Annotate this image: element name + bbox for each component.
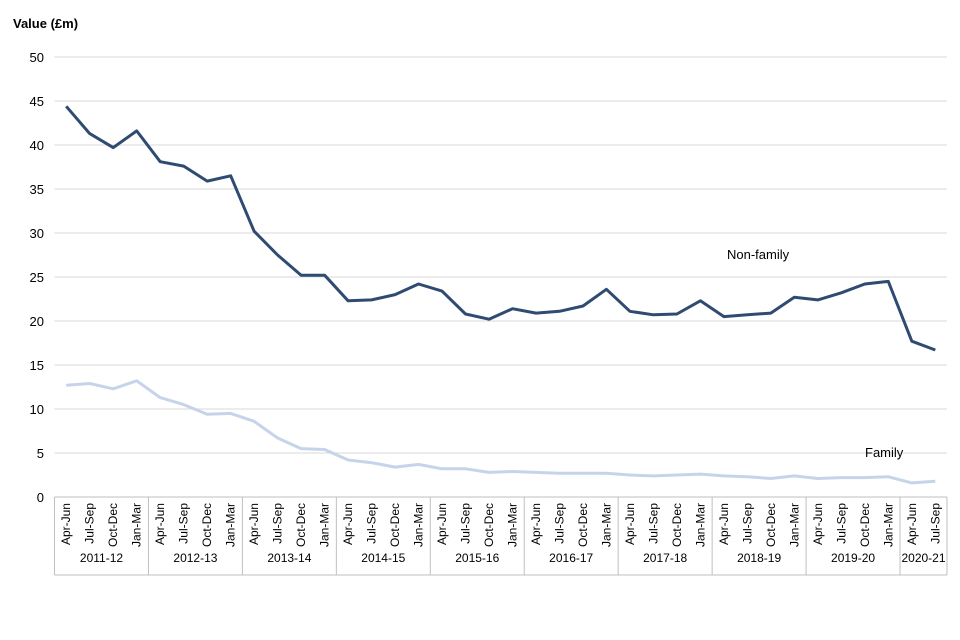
x-tick-label: Jul-Sep	[365, 503, 379, 544]
series-label-family: Family	[865, 445, 904, 460]
year-label: 2013-14	[267, 551, 311, 565]
year-label: 2019-20	[831, 551, 875, 565]
series-line-family	[66, 379, 936, 485]
year-label: 2011-12	[80, 551, 123, 565]
x-tick-label: Jul-Sep	[177, 503, 191, 544]
x-tick-label: Jul-Sep	[646, 503, 660, 544]
y-tick-label: 50	[30, 50, 44, 65]
x-tick-label: Apr-Jun	[153, 503, 167, 545]
series-label-non-family: Non-family	[727, 247, 790, 262]
x-tick-label: Apr-Jun	[435, 503, 449, 545]
y-tick-label: 25	[30, 270, 44, 285]
year-label: 2017-18	[643, 551, 687, 565]
x-tick-label: Oct-Dec	[576, 503, 590, 547]
x-tick-label: Apr-Jun	[811, 503, 825, 545]
x-tick-label: Jan-Mar	[318, 503, 332, 547]
x-tick-label: Apr-Jun	[717, 503, 731, 545]
y-tick-label: 15	[30, 358, 44, 373]
x-tick-label: Apr-Jun	[623, 503, 637, 545]
y-tick-label: 45	[30, 94, 44, 109]
x-tick-label: Jan-Mar	[787, 503, 801, 547]
y-axis-title: Value (£m)	[13, 16, 79, 31]
x-tick-label: Apr-Jun	[905, 503, 919, 545]
y-tick-label: 0	[37, 490, 44, 505]
y-tick-label: 30	[30, 226, 44, 241]
year-label: 2018-19	[737, 551, 781, 565]
y-tick-label: 20	[30, 314, 44, 329]
x-tick-label: Oct-Dec	[858, 503, 872, 547]
y-tick-label: 10	[30, 402, 44, 417]
y-tick-label: 5	[37, 446, 44, 461]
x-tick-label: Jan-Mar	[505, 503, 519, 547]
year-label: 2015-16	[455, 551, 499, 565]
x-tick-label: Jan-Mar	[693, 503, 707, 547]
y-tick-label: 35	[30, 182, 44, 197]
x-tick-label: Jul-Sep	[740, 503, 754, 544]
x-tick-label: Jul-Sep	[834, 503, 848, 544]
x-tick-label: Jul-Sep	[552, 503, 566, 544]
year-label: 2020-21	[901, 551, 945, 565]
x-tick-label: Apr-Jun	[341, 503, 355, 545]
x-tick-label: Jan-Mar	[881, 503, 895, 547]
x-tick-label: Oct-Dec	[106, 503, 120, 547]
year-label: 2012-13	[173, 551, 217, 565]
x-tick-label: Jan-Mar	[224, 503, 238, 547]
y-tick-label: 40	[30, 138, 44, 153]
x-tick-label: Apr-Jun	[529, 503, 543, 545]
year-label: 2014-15	[361, 551, 405, 565]
x-tick-label: Jul-Sep	[928, 503, 942, 544]
x-tick-label: Jul-Sep	[271, 503, 285, 544]
x-tick-label: Jan-Mar	[599, 503, 613, 547]
year-label: 2016-17	[549, 551, 593, 565]
x-tick-label: Oct-Dec	[482, 503, 496, 547]
x-tick-label: Oct-Dec	[764, 503, 778, 547]
x-tick-label: Jul-Sep	[459, 503, 473, 544]
x-tick-label: Jul-Sep	[83, 503, 97, 544]
x-tick-label: Oct-Dec	[388, 503, 402, 547]
x-tick-label: Apr-Jun	[59, 503, 73, 545]
x-tick-label: Apr-Jun	[247, 503, 261, 545]
x-tick-label: Oct-Dec	[670, 503, 684, 547]
x-tick-label: Jan-Mar	[130, 503, 144, 547]
series-line-non-family	[65, 105, 936, 352]
x-tick-label: Jan-Mar	[412, 503, 426, 547]
x-tick-label: Oct-Dec	[200, 503, 214, 547]
x-tick-label: Oct-Dec	[294, 503, 308, 547]
